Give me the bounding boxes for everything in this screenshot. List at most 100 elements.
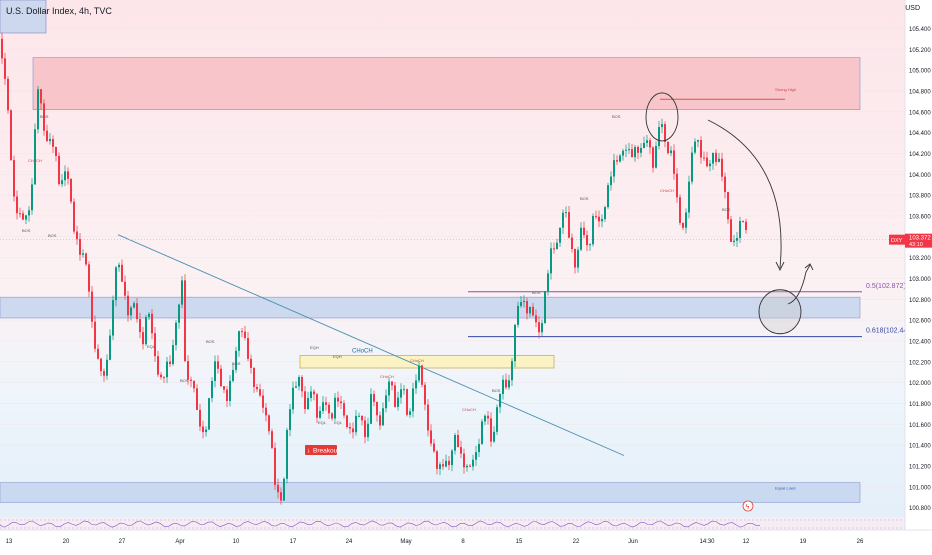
candle-body [379,415,381,426]
candle-body [532,306,534,316]
candle-body [340,401,342,404]
candle-body [193,380,195,389]
candle-body [331,413,333,419]
candle-body [160,374,162,378]
candle-body [733,240,735,242]
candle-body [163,377,165,379]
candle-body [400,389,402,398]
last-price-countdown: 43:10 [909,242,923,248]
candle-body [721,158,723,177]
structure-label: BOS [180,378,189,383]
candle-body [577,249,579,268]
candle-body [541,323,543,333]
y-tick-label: 102.600 [909,319,931,325]
structure-label: EQL [318,420,327,425]
candle-body [481,421,483,444]
candle-body [712,152,714,164]
candle-body [61,180,63,185]
candle-body [595,215,597,217]
candle-body [490,418,492,442]
candle-body [421,365,423,385]
candle-body [388,381,390,396]
candle-body [466,465,468,468]
y-tick-label: 105.200 [909,48,931,54]
candle-body [64,171,66,181]
structure-label: BOS [22,228,31,233]
candle-body [55,146,57,156]
candle-body [73,201,75,232]
candle-body [559,227,561,243]
alert-icon[interactable] [742,500,754,512]
y-tick-label: 103.000 [909,277,931,283]
x-tick-label: 20 [63,539,70,545]
candle-body [403,389,405,391]
x-tick-label: 24 [346,539,353,545]
candle-body [148,313,150,318]
y-tick-label: 105.000 [909,69,931,75]
candle-body [487,415,489,419]
candle-body [598,216,600,222]
candle-body [613,160,615,177]
candle-body [385,395,387,409]
candle-body [190,379,192,381]
candle-body [391,381,393,386]
candle-body [631,149,633,158]
candle-body [652,147,654,168]
x-tick-label: Apr [175,539,184,545]
time-axis[interactable] [0,530,932,550]
x-tick-label: 22 [573,539,580,545]
candle-body [661,124,663,128]
candle-body [679,197,681,223]
candle-body [355,415,357,433]
structure-label: BOS [206,339,215,344]
candle-body [334,397,336,419]
candle-body [202,426,204,433]
candle-body [238,331,240,351]
candle-body [19,213,21,215]
candle-body [25,215,27,220]
candle-body [100,358,102,372]
y-tick-label: 104.000 [909,173,931,179]
target-circle [758,289,802,335]
candle-body [181,280,183,305]
x-tick-label: 26 [857,539,864,545]
indicator-line [0,520,761,528]
candle-body [250,358,252,368]
candle-body [448,460,450,466]
candle-body [622,150,624,156]
candle-body [289,409,291,431]
candle-body [337,397,339,402]
candle-body [226,389,228,402]
candle-body [124,281,126,296]
candle-body [28,210,30,216]
candle-body [706,157,708,167]
structure-label: BOS [722,207,731,212]
candle-body [133,303,135,308]
y-tick-label: 104.600 [909,110,931,116]
candle-body [718,158,720,162]
candle-body [361,415,363,421]
candle-body [151,313,153,334]
candle-body [106,359,108,376]
structure-label: EQL [147,344,156,349]
candle-body [199,409,201,427]
candle-body [646,140,648,143]
candle-body [127,295,129,316]
price-axis[interactable] [905,0,932,530]
fib-0618-label: 0.618(102.441) [866,328,913,335]
candle-body [472,459,474,467]
candle-body [637,146,639,153]
candle-body [463,453,465,468]
candle-body [43,103,45,131]
candle-body [445,460,447,467]
structure-label: EQL [334,420,343,425]
candle-body [367,423,369,438]
candle-body [343,403,345,416]
candle-body [67,171,69,179]
candle-body [262,395,264,408]
candle-body [610,176,612,186]
candle-body [58,155,60,185]
candle-body [514,324,516,362]
